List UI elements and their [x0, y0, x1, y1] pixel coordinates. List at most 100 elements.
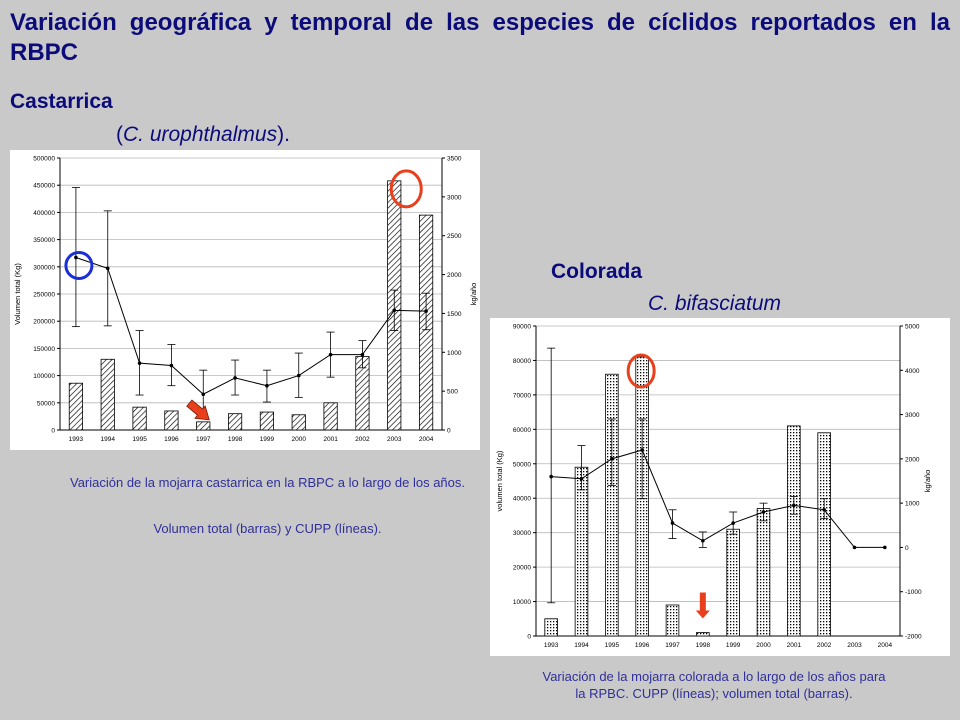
colorada-scientific-name: C. bifasciatum	[648, 292, 782, 315]
cupp-point	[105, 266, 110, 271]
bar	[132, 406, 147, 431]
red-arrow-icon	[695, 592, 710, 619]
y-axis-label: volumen total (Kg)	[495, 450, 504, 511]
cupp-point	[822, 507, 826, 512]
colorada-chart-svg: 0100002000030000400005000060000700008000…	[495, 324, 932, 650]
cupp-point	[265, 383, 269, 388]
bar	[259, 411, 275, 431]
paren-open: (	[116, 123, 123, 146]
red-arrow-icon	[186, 399, 210, 421]
y-tick-label-left: 150000	[33, 346, 55, 353]
x-tick-label: 1996	[635, 642, 650, 649]
cupp-point	[328, 352, 333, 357]
y-tick-label-right: 2500	[447, 233, 462, 240]
x-tick-label: 2002	[817, 642, 832, 649]
bar	[164, 410, 179, 431]
x-tick-label: 2000	[756, 642, 771, 649]
y-axis-label: Volumen total (Kg)	[13, 263, 22, 325]
cupp-line	[75, 257, 427, 395]
y-tick-label-left: 100000	[33, 373, 55, 380]
bar	[323, 402, 338, 431]
y-tick-label-right: 3500	[447, 156, 462, 163]
y-tick-label-left: 500000	[33, 156, 55, 163]
cupp-point	[579, 476, 584, 481]
y-tick-label-left: 70000	[513, 392, 531, 399]
x-tick-label: 1997	[665, 642, 680, 649]
castarrica-chart: 0 50000 100000 150000 200000 250000 300000 3500…	[10, 150, 480, 450]
bar	[756, 508, 771, 637]
y-tick-label-left: 40000	[513, 496, 531, 503]
x-tick-label: 1995	[132, 436, 147, 443]
y-tick-label-right: 1000	[905, 501, 920, 508]
castarrica-species: C. urophthalmus	[123, 123, 278, 146]
cupp-point	[852, 545, 857, 550]
y-tick-label-right: 0	[447, 428, 451, 435]
x-tick-label: 2001	[787, 642, 802, 649]
cupp-point	[731, 521, 735, 525]
bar	[574, 466, 589, 637]
cupp-point	[392, 308, 397, 313]
colorada-heading: Colorada	[551, 260, 643, 283]
cupp-point	[549, 474, 553, 479]
y-tick-label-left: 80000	[513, 358, 531, 365]
cupp-point	[233, 376, 237, 380]
bar	[68, 382, 84, 431]
cupp-point	[424, 309, 428, 313]
arrow-shape	[695, 592, 710, 619]
y-tick-label-right: 3000	[447, 194, 462, 201]
y-tick-label-left: 250000	[33, 292, 55, 299]
page-title: Variación geográfica y temporal de las e…	[10, 9, 950, 66]
y-tick-label-left: 90000	[513, 324, 531, 331]
colorada-caption: Variación de la mojarra colorada a lo la…	[542, 669, 886, 701]
y-tick-label-left: 60000	[513, 427, 531, 434]
bar	[696, 632, 710, 637]
paren-close: ).	[277, 123, 290, 146]
cupp-point	[792, 503, 796, 508]
bar	[291, 414, 306, 431]
y-tick-label-left: 400000	[33, 210, 55, 217]
castarrica-heading: Castarrica	[10, 90, 113, 113]
cupp-point	[761, 510, 766, 514]
cupp-point	[360, 352, 365, 357]
y-tick-label-right: 5000	[905, 324, 920, 331]
y-axis-label-right: kg/año	[923, 470, 932, 493]
y-tick-label-right: -1000	[905, 589, 922, 596]
arrow-shape	[186, 399, 210, 421]
bar	[544, 618, 558, 637]
bar	[196, 421, 211, 431]
x-tick-label: 1998	[228, 436, 243, 443]
cupp-point	[169, 363, 174, 368]
y-tick-label-left: 50000	[513, 461, 531, 468]
bar	[605, 373, 619, 637]
cupp-point	[610, 457, 614, 461]
cupp-point	[701, 538, 705, 543]
cupp-line	[551, 449, 885, 548]
y-tick-label-right: 2000	[905, 456, 920, 463]
bar	[726, 528, 740, 637]
bar	[100, 358, 115, 431]
y-tick-label-left: 0	[527, 634, 531, 641]
x-tick-label: 1993	[69, 436, 84, 443]
y-tick-label-right: 3000	[905, 412, 920, 419]
x-tick-label: 1994	[101, 436, 116, 443]
y-tick-label-left: 300000	[33, 264, 55, 271]
x-tick-label: 2004	[878, 642, 893, 649]
x-tick-label: 2004	[419, 436, 434, 443]
cupp-point	[74, 255, 78, 260]
x-tick-label: 1996	[164, 436, 179, 443]
x-tick-label: 1994	[574, 642, 589, 649]
x-tick-label: 1997	[196, 436, 211, 443]
red-circle-highlight	[626, 353, 656, 389]
bar	[227, 413, 243, 431]
x-tick-label: 1998	[696, 642, 711, 649]
cupp-point	[640, 448, 644, 452]
y-tick-label-left: 20000	[513, 565, 531, 572]
y-tick-label-left: 30000	[513, 530, 531, 537]
y-tick-label-right: 2000	[447, 272, 462, 279]
y-tick-label-right: 1500	[447, 311, 462, 318]
bar	[665, 604, 680, 637]
y-tick-label-left: 50000	[37, 400, 55, 407]
x-tick-label: 2001	[323, 436, 338, 443]
cupp-point	[883, 545, 887, 550]
cupp-point	[137, 361, 142, 365]
